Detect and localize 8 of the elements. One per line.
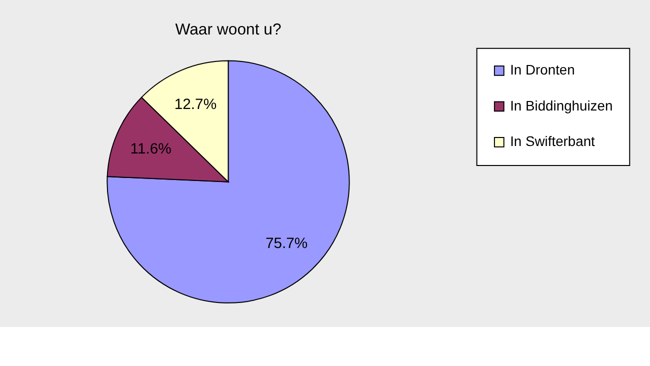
legend-label: In Swifterbant [510, 133, 596, 150]
data-label: 75.7% [265, 236, 308, 252]
legend-label: In Dronten [510, 62, 575, 78]
legend-label: In Biddinghuizen [510, 97, 613, 114]
data-label: 11.6% [130, 141, 172, 158]
chart-title: Waar woont u? [175, 21, 282, 38]
pie-slice [106, 60, 350, 304]
data-label: 12.7% [174, 97, 217, 114]
